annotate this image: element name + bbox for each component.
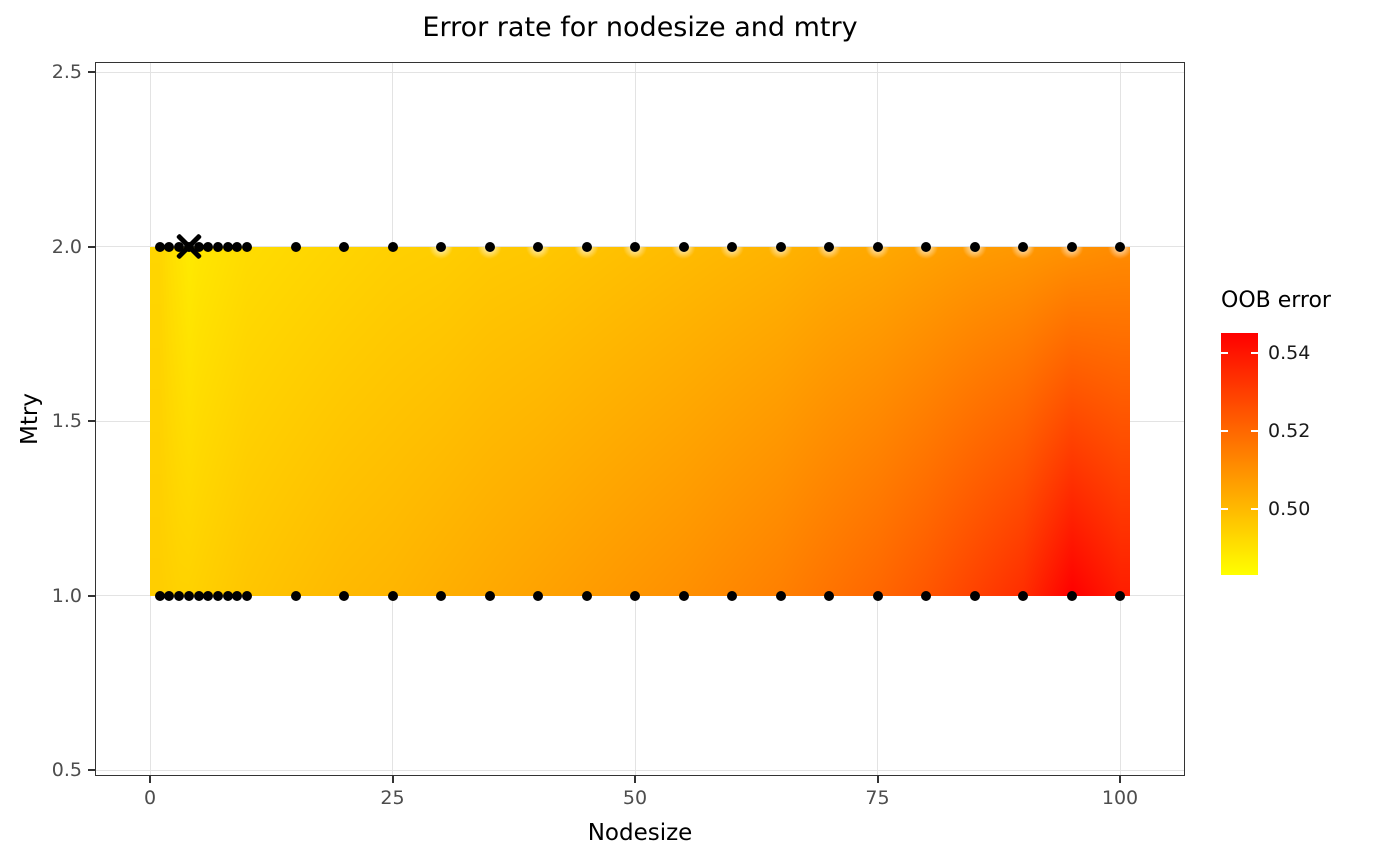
data-dot bbox=[630, 241, 640, 252]
data-dot bbox=[581, 241, 592, 252]
data-dot bbox=[222, 241, 233, 252]
data-dot bbox=[193, 590, 204, 601]
data-dot bbox=[212, 241, 223, 252]
data-dot bbox=[242, 241, 252, 252]
x-tick-label: 25 bbox=[380, 787, 405, 809]
data-dot bbox=[484, 241, 495, 252]
data-dot bbox=[290, 590, 301, 601]
data-dot bbox=[164, 241, 175, 252]
x-tick-label: 75 bbox=[865, 787, 890, 809]
data-dot bbox=[824, 590, 834, 601]
data-dot bbox=[174, 590, 185, 601]
data-dot bbox=[727, 590, 737, 601]
y-tick-label: 1.5 bbox=[51, 410, 82, 432]
legend-title: OOB error bbox=[1221, 288, 1331, 313]
data-dot bbox=[222, 590, 233, 601]
data-dot bbox=[203, 590, 214, 601]
data-dot bbox=[727, 241, 737, 252]
data-dot bbox=[164, 590, 175, 601]
data-dot bbox=[1018, 241, 1028, 252]
data-dot bbox=[387, 241, 398, 252]
data-dot bbox=[775, 241, 786, 252]
data-dot bbox=[193, 241, 204, 252]
legend-tick-mark bbox=[1251, 429, 1258, 432]
y-gridline bbox=[95, 595, 1185, 596]
data-dot bbox=[872, 590, 883, 601]
data-dot bbox=[183, 590, 194, 601]
x-tick-label: 0 bbox=[143, 787, 157, 809]
data-dot bbox=[212, 590, 223, 601]
data-dot bbox=[678, 590, 689, 601]
data-dot bbox=[969, 241, 980, 252]
data-dot bbox=[232, 590, 243, 601]
data-dot bbox=[533, 590, 543, 601]
data-dot bbox=[630, 590, 640, 601]
x-axis-tick bbox=[634, 776, 636, 783]
data-dot bbox=[533, 241, 543, 252]
legend-tick-mark bbox=[1221, 429, 1228, 432]
y-axis-tick bbox=[88, 71, 95, 73]
data-dot bbox=[339, 590, 349, 601]
data-dot bbox=[242, 590, 252, 601]
x-tick-label: 100 bbox=[1101, 787, 1139, 809]
y-axis-tick bbox=[88, 769, 95, 771]
heatmap-surface bbox=[150, 246, 1130, 596]
legend-tick-label: 0.50 bbox=[1268, 497, 1311, 520]
x-axis-tick bbox=[876, 776, 879, 783]
data-dot bbox=[174, 241, 185, 252]
data-dot bbox=[678, 241, 689, 252]
data-dot bbox=[1066, 590, 1077, 601]
x-axis-title: Nodesize bbox=[587, 820, 693, 846]
y-tick-label: 0.5 bbox=[51, 759, 82, 781]
y-tick-label: 2.0 bbox=[51, 235, 82, 258]
chart-title: Error rate for nodesize and mtry bbox=[422, 12, 858, 43]
legend-tick-label: 0.52 bbox=[1268, 419, 1311, 442]
data-dot bbox=[1115, 241, 1125, 252]
data-dot bbox=[921, 590, 931, 601]
y-tick-label: 2.5 bbox=[51, 61, 82, 83]
legend-tick-mark bbox=[1251, 351, 1258, 354]
data-dot bbox=[581, 590, 592, 601]
y-axis-tick bbox=[88, 594, 95, 597]
data-dot bbox=[154, 241, 165, 252]
legend-colorbar bbox=[1221, 333, 1258, 575]
data-dot bbox=[484, 590, 495, 601]
x-axis-tick bbox=[149, 776, 151, 783]
data-dot bbox=[824, 241, 834, 252]
data-dot bbox=[1018, 590, 1028, 601]
legend-tick-label: 0.54 bbox=[1268, 341, 1311, 364]
legend-tick-mark bbox=[1221, 507, 1228, 510]
y-axis-tick bbox=[88, 245, 95, 248]
legend-tick-mark bbox=[1221, 351, 1228, 354]
data-dot bbox=[969, 590, 980, 601]
x-tick-label: 50 bbox=[622, 787, 648, 809]
data-dot bbox=[872, 241, 883, 252]
y-axis-tick bbox=[88, 420, 95, 422]
data-dot bbox=[232, 241, 243, 252]
data-dot bbox=[775, 590, 786, 601]
x-axis-tick bbox=[391, 776, 394, 783]
data-dot bbox=[436, 241, 446, 252]
data-dot bbox=[290, 241, 301, 252]
best-point-x-marker bbox=[173, 231, 205, 263]
data-dot bbox=[387, 590, 398, 601]
y-tick-label: 1.0 bbox=[51, 584, 82, 607]
data-dot bbox=[203, 241, 214, 252]
data-dot bbox=[921, 241, 931, 252]
data-dot bbox=[1115, 590, 1125, 601]
data-dot bbox=[436, 590, 446, 601]
legend-tick-mark bbox=[1251, 507, 1258, 510]
y-axis-title: Mtry bbox=[17, 393, 43, 445]
data-dot bbox=[339, 241, 349, 252]
data-dot bbox=[1066, 241, 1077, 252]
y-gridline bbox=[95, 769, 1185, 771]
y-gridline bbox=[95, 71, 1185, 73]
data-dot bbox=[154, 590, 165, 601]
x-axis-tick bbox=[1119, 776, 1121, 783]
